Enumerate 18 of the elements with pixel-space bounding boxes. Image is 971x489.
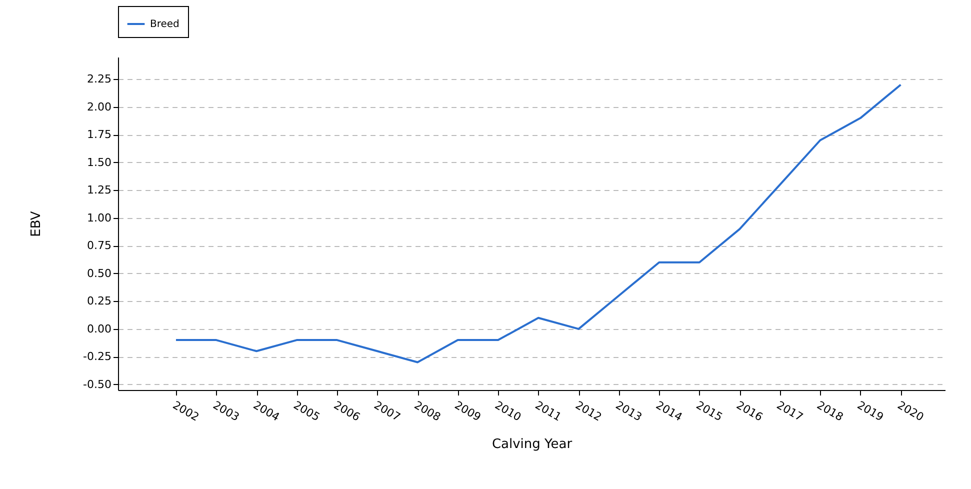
y-tick-label: 1.75 [87,128,112,142]
x-tick-label: 2007 [372,398,403,424]
y-tick-label: 0.25 [87,294,112,308]
y-axis-title: EBV [29,211,44,237]
y-tick-label: -0.25 [83,350,112,364]
y-tick-label: 2.00 [87,100,112,114]
y-tick-label: 0.75 [87,239,112,252]
y-tick-label: 1.00 [87,211,112,224]
y-tick-label: 1.50 [87,156,112,169]
legend-label: Breed [150,19,180,30]
x-tick-label: 2017 [774,398,806,424]
y-tick-label: 0.50 [87,266,112,280]
y-tick-label: -0.50 [83,378,112,391]
x-axis-title: Calving Year [492,437,573,452]
line-series [174,84,902,364]
y-tick-label: 0.00 [87,322,112,336]
y-tick-label: 2.25 [87,72,112,86]
y-tick-label: 1.25 [87,184,112,197]
